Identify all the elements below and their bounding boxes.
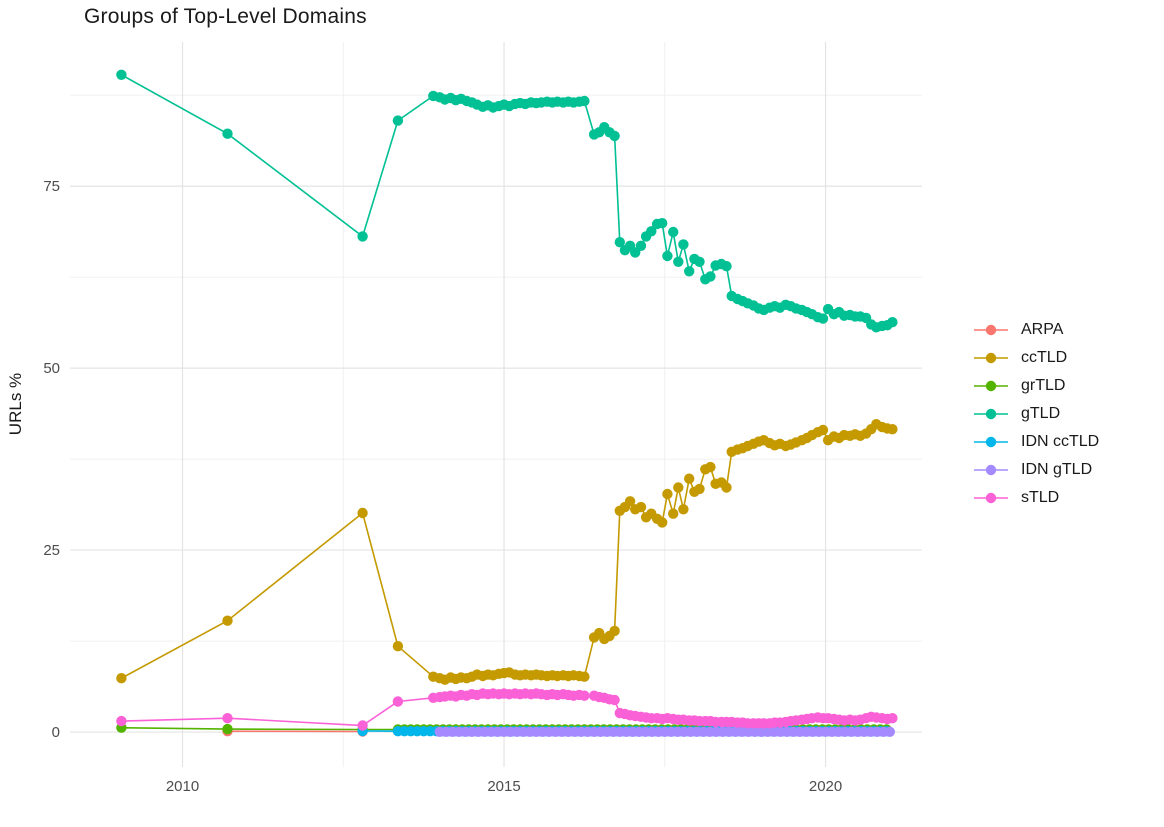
legend-key-dot — [985, 352, 997, 363]
data-point — [635, 501, 647, 513]
data-point — [887, 713, 898, 724]
legend-label: IDN gTLD — [1021, 460, 1093, 478]
data-point — [678, 239, 689, 250]
legend-key-icon — [974, 408, 1008, 419]
y-tick-label: 75 — [43, 178, 60, 195]
data-point — [684, 266, 695, 277]
data-point — [609, 130, 620, 142]
data-point — [222, 713, 233, 724]
legend-label: ccTLD — [1021, 348, 1068, 366]
data-point — [222, 615, 233, 626]
x-tick-label: 2020 — [809, 778, 842, 795]
y-tick-label: 0 — [52, 724, 60, 741]
data-point — [662, 250, 673, 262]
y-axis-title: URLs % — [6, 372, 25, 436]
data-point — [392, 696, 404, 707]
data-point — [657, 517, 668, 528]
data-point — [614, 237, 625, 248]
legend-label: grTLD — [1021, 376, 1066, 394]
legend-key-icon — [974, 436, 1008, 447]
data-point — [694, 256, 705, 267]
legend-item-gtld: gTLD — [974, 404, 1099, 423]
data-point — [673, 482, 684, 493]
data-point — [646, 226, 657, 237]
legend-key-dot — [985, 436, 997, 447]
legend-key-icon — [974, 352, 1008, 363]
data-point — [357, 507, 368, 519]
data-point — [222, 723, 233, 735]
series-line — [121, 74, 893, 329]
data-point — [222, 128, 233, 139]
data-point — [817, 424, 829, 436]
legend-item-cctld: ccTLD — [974, 348, 1099, 367]
legend-key-icon — [974, 380, 1008, 391]
data-point — [116, 673, 127, 684]
legend-item-stld: sTLD — [974, 488, 1099, 507]
data-point — [657, 218, 668, 229]
series-idn-gtld — [434, 726, 895, 737]
legend-item-idn-gtld: IDN gTLD — [974, 460, 1099, 479]
data-point — [116, 69, 127, 81]
series-gtld — [116, 69, 898, 333]
legend-label: ARPA — [1021, 320, 1064, 338]
data-point — [579, 95, 590, 107]
data-point — [357, 720, 368, 731]
data-point — [668, 508, 679, 519]
series-cctld — [116, 419, 898, 685]
data-point — [357, 231, 368, 242]
data-point — [579, 671, 590, 682]
data-point — [392, 641, 404, 652]
data-point — [887, 424, 898, 435]
data-point — [721, 482, 732, 493]
legend-key-dot — [985, 464, 997, 475]
y-tick-label: 50 — [43, 360, 60, 377]
legend-item-idn-cctld: IDN ccTLD — [974, 432, 1099, 451]
data-point — [635, 240, 647, 251]
legend-key-dot — [985, 408, 997, 419]
legend-item-grtld: grTLD — [974, 376, 1099, 395]
data-point — [705, 271, 716, 282]
data-point — [609, 694, 620, 706]
legend-key-icon — [974, 464, 1008, 475]
legend-label: sTLD — [1021, 488, 1060, 506]
data-point — [609, 625, 620, 637]
data-point — [884, 726, 895, 737]
data-point — [668, 226, 679, 238]
data-point — [624, 496, 636, 507]
data-point — [116, 715, 127, 727]
data-point — [579, 690, 590, 701]
data-point — [678, 504, 689, 515]
data-point — [673, 256, 684, 267]
data-point — [721, 261, 732, 272]
chart-title: Groups of Top-Level Domains — [84, 5, 367, 28]
legend-label: IDN ccTLD — [1021, 432, 1100, 450]
series-stld — [116, 688, 898, 731]
legend-label: gTLD — [1021, 404, 1061, 422]
data-point — [705, 461, 716, 473]
legend-key-icon — [974, 324, 1008, 335]
legend-item-arpa: ARPA — [974, 320, 1099, 339]
series-arpa — [222, 726, 368, 737]
x-tick-label: 2015 — [487, 778, 520, 795]
data-point — [817, 313, 829, 324]
data-point — [392, 115, 404, 126]
legend: ARPA ccTLD grTLD gTLD IDN ccTLD IDN gTLD sTLD — [974, 320, 1099, 507]
legend-key-icon — [974, 492, 1008, 503]
legend-key-dot — [985, 380, 997, 391]
data-point — [662, 488, 673, 500]
data-point — [684, 473, 695, 484]
data-point — [887, 317, 898, 328]
data-point — [694, 483, 705, 495]
legend-key-dot — [985, 492, 997, 503]
y-tick-label: 25 — [43, 542, 60, 559]
legend-key-dot — [985, 324, 997, 335]
x-tick-label: 2010 — [166, 778, 199, 795]
